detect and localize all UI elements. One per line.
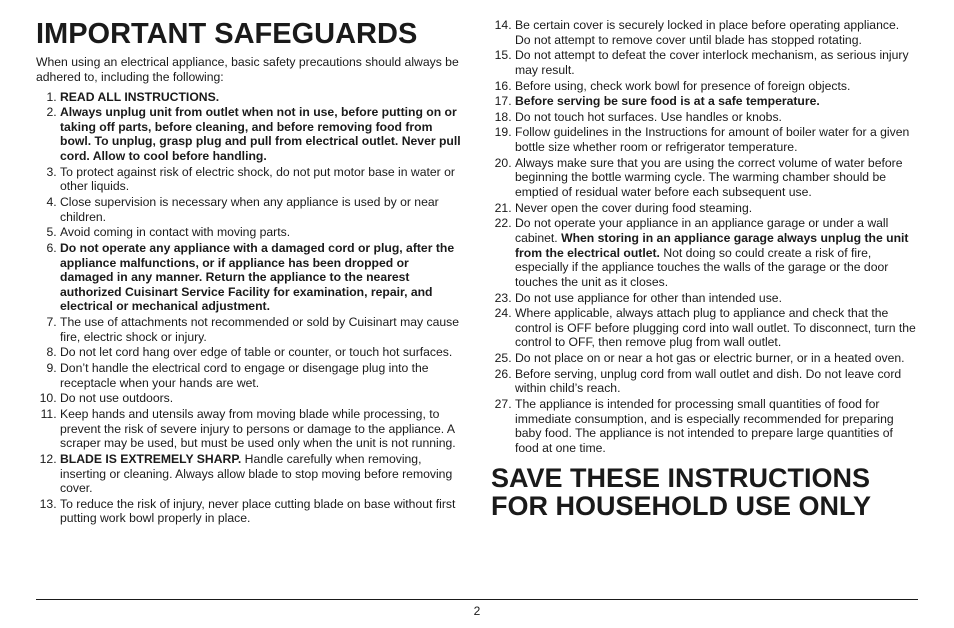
safeguard-item-15: Do not attempt to defeat the cover inter… bbox=[515, 48, 918, 77]
safeguard-text: To protect against risk of electric shoc… bbox=[60, 165, 455, 194]
safeguard-item-11: Keep hands and utensils away from moving… bbox=[60, 407, 463, 451]
heading-line-2: For Household Use Only bbox=[491, 491, 871, 521]
safeguard-item-20: Always make sure that you are using the … bbox=[515, 156, 918, 200]
heading-save-instructions: Save These Instructions For Household Us… bbox=[491, 464, 918, 521]
safeguard-text: Where applicable, always attach plug to … bbox=[515, 306, 916, 349]
safeguards-list-left: READ ALL INSTRUCTIONS.Always unplug unit… bbox=[36, 90, 463, 527]
page-number: 2 bbox=[0, 604, 954, 618]
safeguard-item-12: BLADE IS EXTREMELY SHARP. Handle careful… bbox=[60, 452, 463, 496]
safeguard-text: Never open the cover during food steamin… bbox=[515, 201, 752, 215]
safeguard-item-5: Avoid coming in contact with moving part… bbox=[60, 225, 463, 240]
safeguard-item-23: Do not use appliance for other than inte… bbox=[515, 291, 918, 306]
safeguard-item-3: To protect against risk of electric shoc… bbox=[60, 165, 463, 194]
safeguard-item-2: Always unplug unit from outlet when not … bbox=[60, 105, 463, 164]
safeguard-text: Follow guidelines in the Instructions fo… bbox=[515, 125, 909, 154]
safeguard-item-13: To reduce the risk of injury, never plac… bbox=[60, 497, 463, 526]
safeguard-text: Do not operate any appliance with a dama… bbox=[60, 241, 454, 314]
safeguard-text: Before serving be sure food is at a safe… bbox=[515, 94, 820, 108]
safeguard-item-10: Do not use outdoors. bbox=[60, 391, 463, 406]
two-column-layout: Important Safeguards When using an elect… bbox=[36, 18, 918, 578]
safeguard-item-4: Close supervision is necessary when any … bbox=[60, 195, 463, 224]
safeguard-text: Avoid coming in contact with moving part… bbox=[60, 225, 290, 239]
safeguard-text: Close supervision is necessary when any … bbox=[60, 195, 439, 224]
safeguard-text: Do not attempt to defeat the cover inter… bbox=[515, 48, 909, 77]
safeguard-item-21: Never open the cover during food steamin… bbox=[515, 201, 918, 216]
heading-line-1: Save These Instructions bbox=[491, 463, 870, 493]
safeguard-text: Do not place on or near a hot gas or ele… bbox=[515, 351, 905, 365]
safeguard-item-1: READ ALL INSTRUCTIONS. bbox=[60, 90, 463, 105]
safeguard-item-26: Before serving, unplug cord from wall ou… bbox=[515, 367, 918, 396]
safeguard-item-14: Be certain cover is securely locked in p… bbox=[515, 18, 918, 47]
page-container: Important Safeguards When using an elect… bbox=[0, 0, 954, 628]
safeguard-item-25: Do not place on or near a hot gas or ele… bbox=[515, 351, 918, 366]
safeguard-text: Always unplug unit from outlet when not … bbox=[60, 105, 461, 163]
left-column: Important Safeguards When using an elect… bbox=[36, 18, 463, 578]
safeguard-text: Don’t handle the electrical cord to enga… bbox=[60, 361, 429, 390]
safeguard-text: Do not use appliance for other than inte… bbox=[515, 291, 782, 305]
intro-paragraph: When using an electrical appliance, basi… bbox=[36, 55, 463, 86]
safeguard-text: Before serving, unplug cord from wall ou… bbox=[515, 367, 901, 396]
safeguard-text: Always make sure that you are using the … bbox=[515, 156, 902, 199]
safeguard-item-17: Before serving be sure food is at a safe… bbox=[515, 94, 918, 109]
safeguard-item-9: Don’t handle the electrical cord to enga… bbox=[60, 361, 463, 390]
right-column: Be certain cover is securely locked in p… bbox=[491, 18, 918, 578]
safeguard-item-6: Do not operate any appliance with a dama… bbox=[60, 241, 463, 314]
heading-important-safeguards: Important Safeguards bbox=[36, 18, 463, 51]
safeguard-item-16: Before using, check work bowl for presen… bbox=[515, 79, 918, 94]
safeguard-text: READ ALL INSTRUCTIONS. bbox=[60, 90, 219, 104]
safeguard-text: Keep hands and utensils away from moving… bbox=[60, 407, 456, 450]
safeguard-text: The appliance is intended for processing… bbox=[515, 397, 894, 455]
safeguard-text: Before using, check work bowl for presen… bbox=[515, 79, 850, 93]
safeguard-bold-lead: BLADE IS EXTREMELY SHARP. bbox=[60, 452, 241, 466]
safeguard-item-22: Do not operate your appliance in an appl… bbox=[515, 216, 918, 289]
safeguard-text: Do not touch hot surfaces. Use handles o… bbox=[515, 110, 782, 124]
safeguard-item-19: Follow guidelines in the Instructions fo… bbox=[515, 125, 918, 154]
safeguard-text: Do not use outdoors. bbox=[60, 391, 173, 405]
safeguard-item-27: The appliance is intended for processing… bbox=[515, 397, 918, 456]
safeguard-text: Be certain cover is securely locked in p… bbox=[515, 18, 899, 47]
safeguards-list-right: Be certain cover is securely locked in p… bbox=[491, 18, 918, 456]
safeguard-item-8: Do not let cord hang over edge of table … bbox=[60, 345, 463, 360]
safeguard-item-18: Do not touch hot surfaces. Use handles o… bbox=[515, 110, 918, 125]
safeguard-item-7: The use of attachments not recommended o… bbox=[60, 315, 463, 344]
safeguard-text: The use of attachments not recommended o… bbox=[60, 315, 459, 344]
safeguard-item-24: Where applicable, always attach plug to … bbox=[515, 306, 918, 350]
safeguard-text: Do not let cord hang over edge of table … bbox=[60, 345, 452, 359]
footer-rule bbox=[36, 599, 918, 600]
safeguard-text: To reduce the risk of injury, never plac… bbox=[60, 497, 455, 526]
